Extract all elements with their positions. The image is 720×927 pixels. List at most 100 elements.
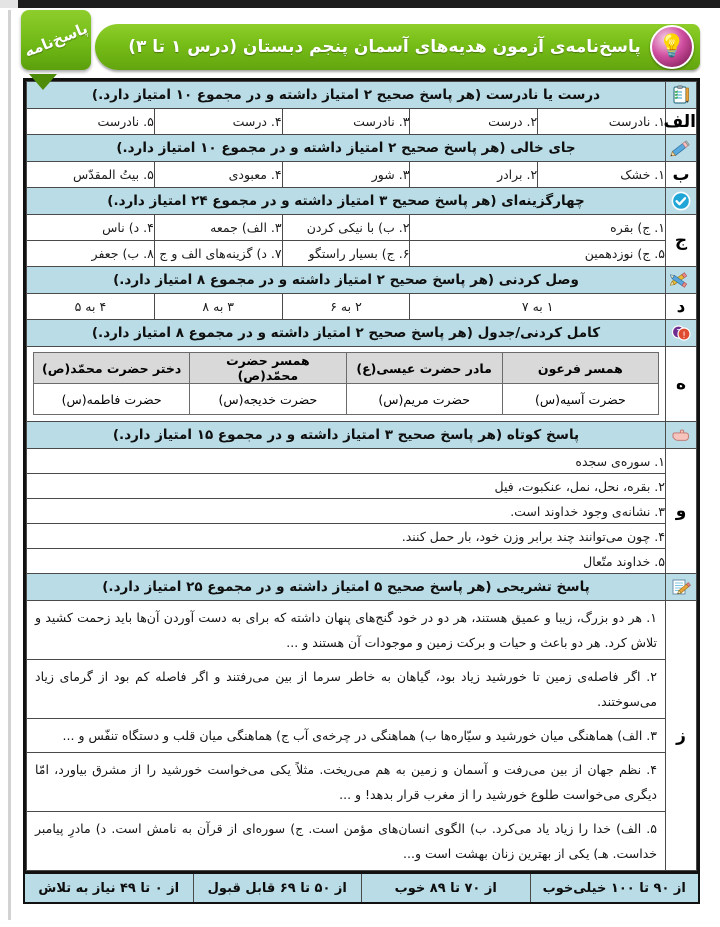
answer-jim-4: ۴. د) ناس <box>26 214 155 241</box>
answer-row-ze-2: ۲. اگر فاصله‌ی زمین تا خورشید زیاد بود، … <box>26 659 697 719</box>
pencil-icon <box>665 134 697 162</box>
section-heading-ze: پاسخ تشریحی (هر پاسخ صحیح ۵ امتیاز داشته… <box>102 579 590 595</box>
paper-sheet: 💡 پاسخ‌نامه‌ی آزمون هدیه‌های آسمان پنجم … <box>8 10 712 920</box>
answer-alef-1: ۱. نادرست <box>537 108 666 135</box>
answer-jim-8: ۸. ب) جعفر <box>26 240 155 267</box>
answer-jim-6: ۶. ج) بسیار راستگو <box>281 240 411 267</box>
section-header-vav: پاسخ کوتاه (هر پاسخ صحیح ۳ امتیاز داشته … <box>26 421 697 449</box>
answer-row-ze-4: ۴. نظم جهان از بین می‌رفت و آسمان و زمین… <box>26 752 697 812</box>
section-header-ze: پاسخ تشریحی (هر پاسخ صحیح ۵ امتیاز داشته… <box>26 573 697 601</box>
section-letter-be: ب <box>665 161 697 188</box>
grade-scale-bar: از ۹۰ تا ۱۰۰ خیلی‌خوب از ۷۰ تا ۸۹ خوب از… <box>23 874 700 904</box>
grade-range-excellent: از ۹۰ تا ۱۰۰ خیلی‌خوب <box>529 874 699 902</box>
answer-ze-5: ۵. الف) خدا را زیاد یاد می‌کرد. ب) الگوی… <box>26 811 666 871</box>
lightbulb-head-icon: 💡 <box>650 25 694 69</box>
section-heading-jim: چهارگزینه‌ای (هر پاسخ صحیح ۳ امتیاز داشت… <box>107 193 585 209</box>
answer-key-tab: پاسخ‌نامه <box>21 10 91 70</box>
answer-row-jim-2: ۵. ج) نوزدهمین ۶. ج) بسیار راستگو ۷. د) … <box>26 240 697 267</box>
section-heading-vav: پاسخ کوتاه (هر پاسخ صحیح ۳ امتیاز داشته … <box>112 427 580 443</box>
answer-dal-4: ۴ به ۵ <box>26 293 155 320</box>
answer-alef-2: ۲. درست <box>409 108 539 135</box>
crossed-pencils-icon <box>665 266 697 294</box>
answer-alef-4: ۴. درست <box>153 108 283 135</box>
answer-alef-5: ۵. نادرست <box>26 108 155 135</box>
answer-row-be: ب ۱. خشک ۲. برادر ۳. شور ۴. معبودی ۵. بی… <box>26 161 697 188</box>
answer-jim-7: ۷. د) گزینه‌های الف و ج <box>153 240 283 267</box>
matching-value-1: حضرت آسیه(س) <box>501 383 660 415</box>
section-letter-vav: و <box>665 448 697 574</box>
section-header-dal: وصل کردنی (هر پاسخ صحیح ۲ امتیاز داشته و… <box>26 266 697 294</box>
answer-vav-4: ۴. چون می‌توانند چند برابر وزن خود، بار … <box>26 523 666 549</box>
answer-row-dal: د ۱ به ۷ ۲ به ۶ ۳ به ۸ ۴ به ۵ <box>26 293 697 320</box>
lightbulb-glyph: 💡 <box>658 34 686 59</box>
answer-row-vav-4: ۴. چون می‌توانند چند برابر وزن خود، بار … <box>26 523 697 549</box>
matching-header-4: دختر حضرت محمّد(ص) <box>32 352 191 384</box>
check-circle-icon <box>665 187 697 215</box>
section-heading-alef: درست یا نادرست (هر پاسخ صحیح ۲ امتیاز دا… <box>91 87 601 103</box>
answer-be-1: ۱. خشک <box>537 161 666 188</box>
answer-be-3: ۳. شور <box>281 161 411 188</box>
answer-dal-1: ۱ به ۷ <box>409 293 666 320</box>
section-header-he: ? ! کامل کردنی/جدول (هر پاسخ صحیح ۲ امتی… <box>26 319 697 347</box>
answer-dal-2: ۲ به ۶ <box>281 293 411 320</box>
clipboard-checklist-icon <box>665 81 697 109</box>
answer-vav-3: ۳. نشانه‌ی وجود خداوند است. <box>26 498 666 524</box>
answer-dal-3: ۳ به ۸ <box>153 293 283 320</box>
section-heading-dal: وصل کردنی (هر پاسخ صحیح ۲ امتیاز داشته و… <box>113 272 579 288</box>
section-letter-ze: ز <box>665 600 697 871</box>
matching-header-3: همسر حضرت محمّد(ص) <box>189 352 347 384</box>
matching-header-1: همسر فرعون <box>501 352 660 384</box>
matching-value-3: حضرت خدیجه(س) <box>189 383 347 415</box>
title-banner: 💡 پاسخ‌نامه‌ی آزمون هدیه‌های آسمان پنجم … <box>95 24 700 70</box>
answer-ze-3: ۳. الف) هماهنگی میان خورشید و سیّاره‌ها … <box>26 718 666 753</box>
section-heading-vav-cell: پاسخ کوتاه (هر پاسخ صحیح ۳ امتیاز داشته … <box>26 421 666 449</box>
section-heading-ze-cell: پاسخ تشریحی (هر پاسخ صحیح ۵ امتیاز داشته… <box>26 573 666 601</box>
matching-value-4: حضرت فاطمه(س) <box>32 383 191 415</box>
tab-fold-decoration <box>29 74 57 90</box>
grade-range-needs-effort: از ۰ تا ۴۹ نیاز به تلاش <box>38 880 180 896</box>
section-letter-alef: الف <box>664 108 697 135</box>
grade-range-good: از ۷۰ تا ۸۹ خوب <box>361 874 530 902</box>
answer-jim-1: ۱. ج) بقره <box>409 214 666 241</box>
grade-range-acceptable: از ۵۰ تا ۶۹ قابل قبول <box>192 874 362 902</box>
answer-ze-4: ۴. نظم جهان از بین می‌رفت و آسمان و زمین… <box>26 752 666 812</box>
pointing-hand-icon <box>665 421 697 449</box>
page-title: پاسخ‌نامه‌ی آزمون هدیه‌های آسمان پنجم دب… <box>128 37 641 57</box>
answer-jim-5: ۵. ج) نوزدهمین <box>409 240 666 267</box>
matching-table-header-row: همسر فرعون مادر حضرت عیسی(ع) همسر حضرت م… <box>32 352 660 384</box>
answer-row-he: ه همسر فرعون مادر حضرت عیسی(ع) همسر حضرت… <box>26 346 697 422</box>
section-heading-he-cell: کامل کردنی/جدول (هر پاسخ صحیح ۲ امتیاز د… <box>26 319 666 347</box>
question-exclamation-icon: ? ! <box>665 319 697 347</box>
matching-table-value-row: حضرت آسیه(س) حضرت مریم(س) حضرت خدیجه(س) … <box>32 383 660 415</box>
answer-row-vav-1: و ۱. سوره‌ی سجده <box>26 448 697 574</box>
section-header-alef: درست یا نادرست (هر پاسخ صحیح ۲ امتیاز دا… <box>26 81 697 109</box>
answer-key-tab-label: پاسخ‌نامه <box>21 19 91 61</box>
top-strip <box>0 0 720 8</box>
section-header-jim: چهارگزینه‌ای (هر پاسخ صحیح ۳ امتیاز داشت… <box>26 187 697 215</box>
answer-be-2: ۲. برادر <box>409 161 539 188</box>
section-heading-alef-cell: درست یا نادرست (هر پاسخ صحیح ۲ امتیاز دا… <box>26 81 666 109</box>
answer-ze-1: ۱. هر دو بزرگ، زیبا و عمیق هستند، هر دو … <box>26 600 666 660</box>
answer-jim-3: ۳. الف) جمعه <box>153 214 283 241</box>
answer-row-ze-3: ۳. الف) هماهنگی میان خورشید و سیّاره‌ها … <box>26 718 697 753</box>
matching-table-cell: همسر فرعون مادر حضرت عیسی(ع) همسر حضرت م… <box>26 346 666 422</box>
answer-jim-2: ۲. ب) با نیکی کردن <box>281 214 411 241</box>
answer-be-5: ۵. بیتُ المقدّس <box>26 161 155 188</box>
section-heading-jim-cell: چهارگزینه‌ای (هر پاسخ صحیح ۳ امتیاز داشت… <box>26 187 666 215</box>
section-letter-dal: د <box>665 293 697 320</box>
answer-row-vav-2: ۲. بقره، نحل، نمل، عنکبوت، فیل <box>26 473 697 499</box>
answer-sheet-table: درست یا نادرست (هر پاسخ صحیح ۲ امتیاز دا… <box>26 81 697 871</box>
answer-ze-2: ۲. اگر فاصله‌ی زمین تا خورشید زیاد بود، … <box>26 659 666 719</box>
answer-table-frame: درست یا نادرست (هر پاسخ صحیح ۲ امتیاز دا… <box>23 78 700 874</box>
section-letter-jim: ج <box>665 214 697 267</box>
section-heading-he: کامل کردنی/جدول (هر پاسخ صحیح ۲ امتیاز د… <box>91 325 601 341</box>
notepad-pencil-icon <box>665 573 697 601</box>
answer-row-vav-5: ۵. خداوند متّعال <box>26 548 697 574</box>
answer-row-ze-5: ۵. الف) خدا را زیاد یاد می‌کرد. ب) الگوی… <box>26 811 697 871</box>
answer-alef-3: ۳. نادرست <box>281 108 411 135</box>
section-heading-dal-cell: وصل کردنی (هر پاسخ صحیح ۲ امتیاز داشته و… <box>26 266 666 294</box>
matching-header-2: مادر حضرت عیسی(ع) <box>345 352 503 384</box>
section-header-be: جای خالی (هر پاسخ صحیح ۲ امتیاز داشته و … <box>26 134 697 162</box>
answer-row-ze-1: ز ۱. هر دو بزرگ، زیبا و عمیق هستند، هر د… <box>26 600 697 871</box>
answer-row-alef: الف ۱. نادرست ۲. درست ۳. نادرست ۴. درست … <box>26 108 697 135</box>
